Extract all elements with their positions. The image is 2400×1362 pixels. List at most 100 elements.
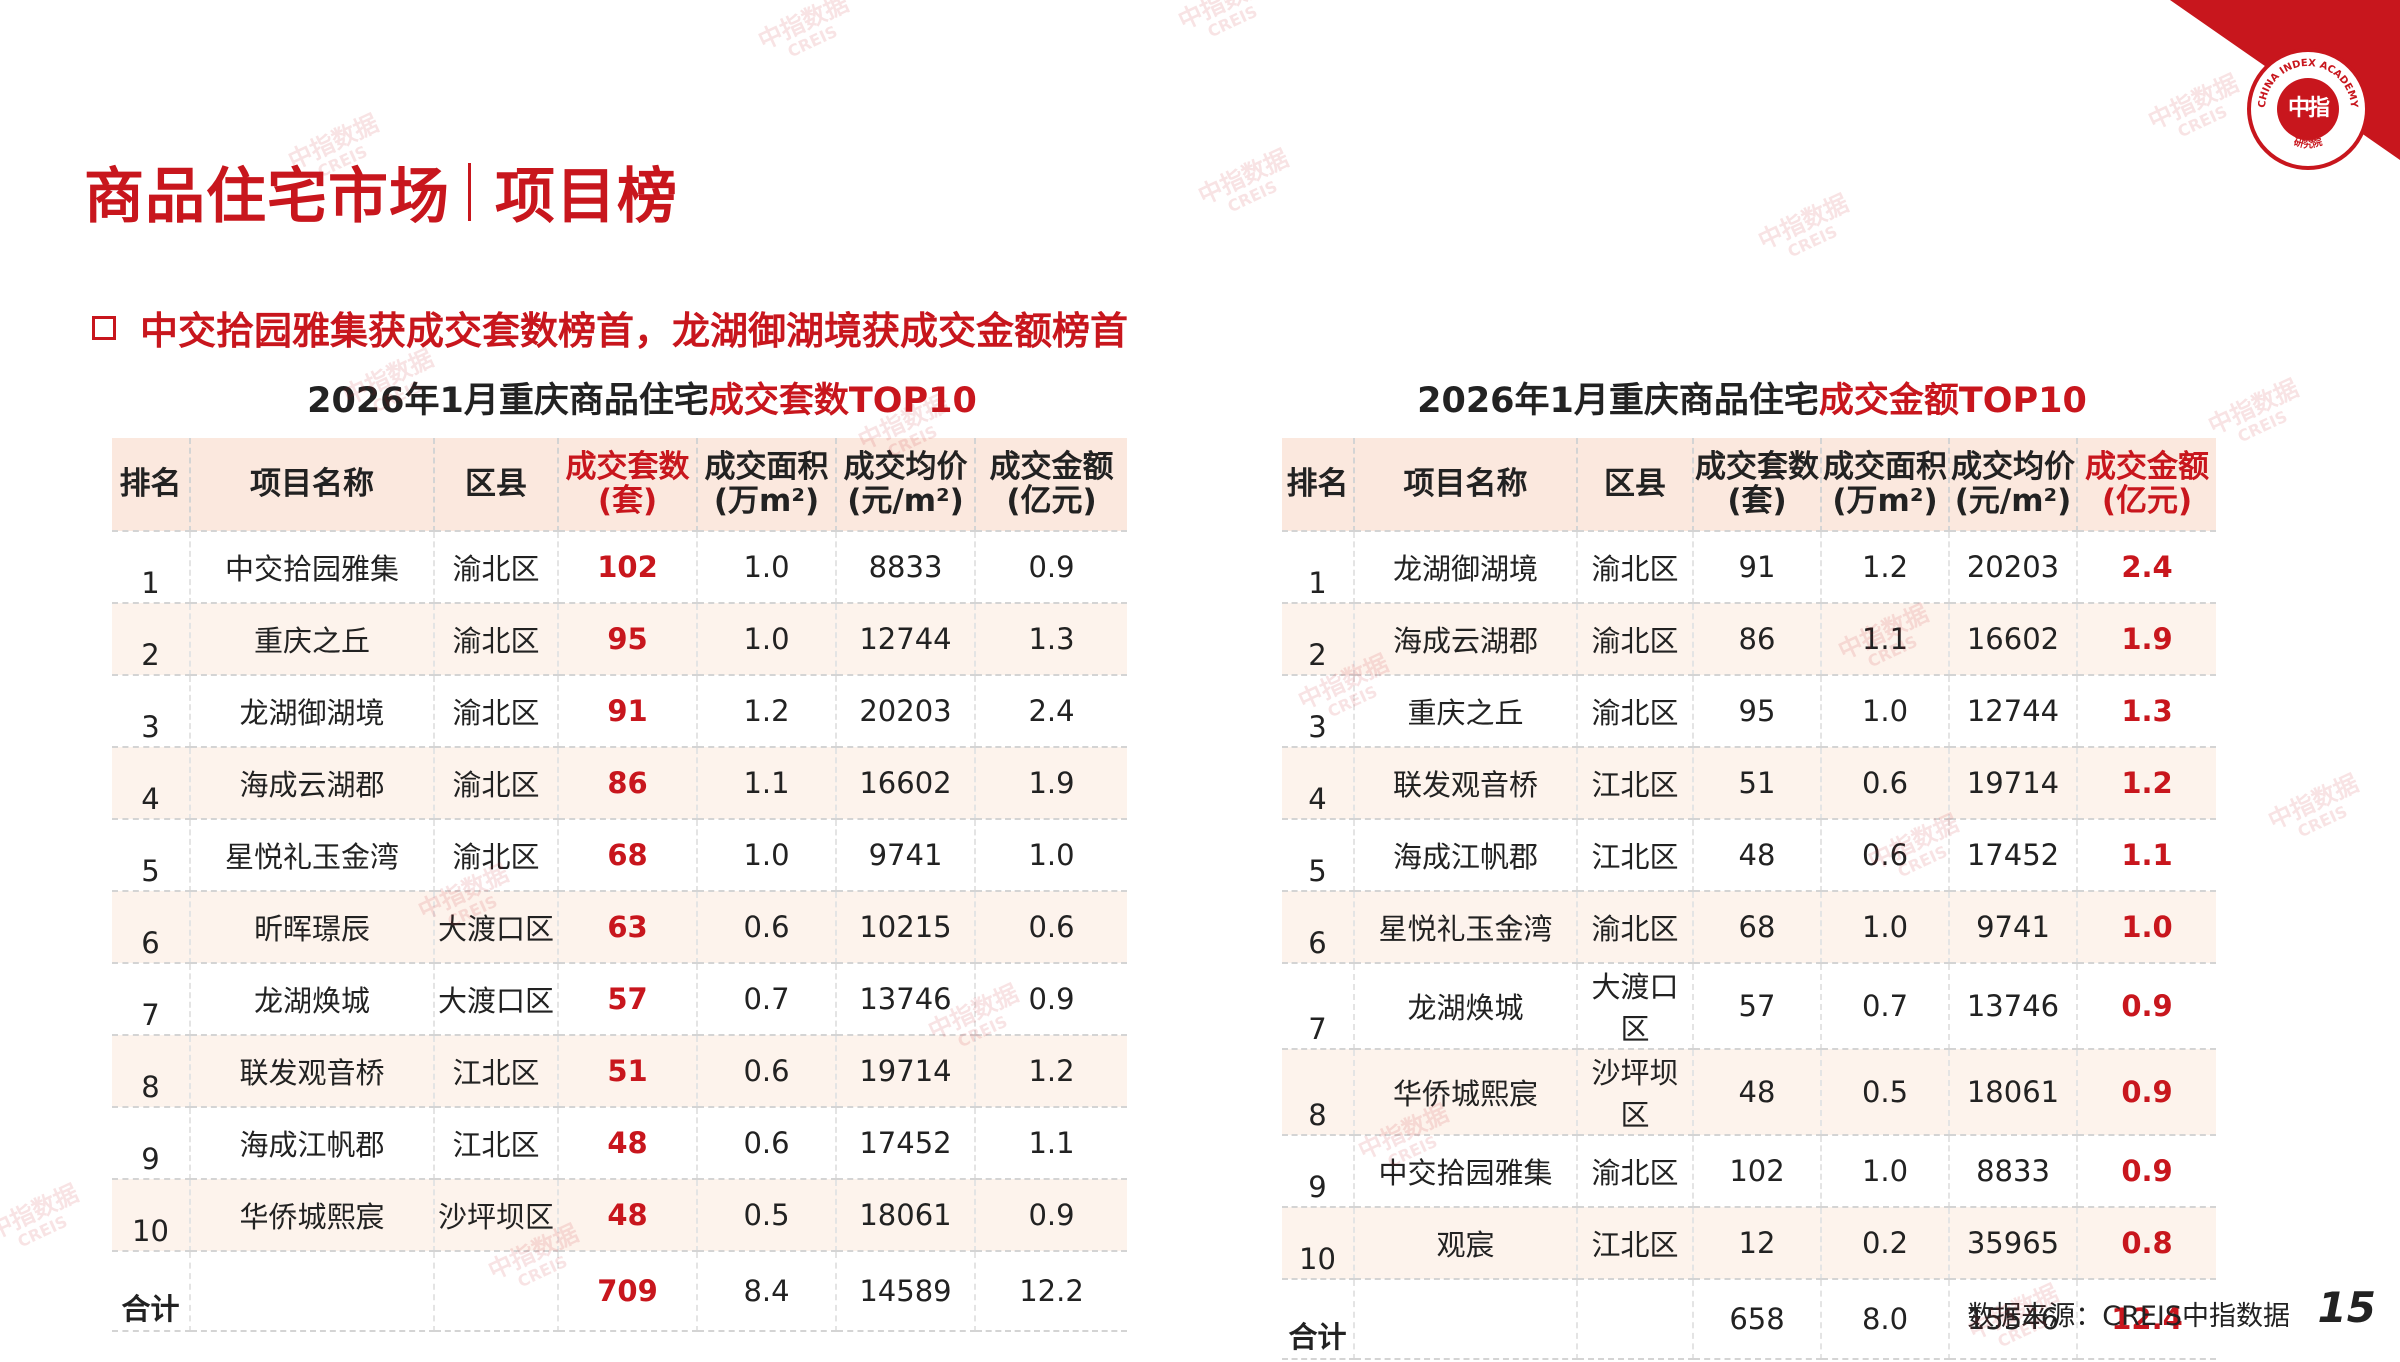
table-cell: 渝北区 <box>434 675 559 748</box>
table-cell: 20203 <box>1949 531 2078 604</box>
table-cell: 0.6 <box>697 1035 837 1108</box>
data-source: 数据来源：CREIS中指数据 <box>1967 1301 2290 1332</box>
column-header: 区县 <box>434 438 559 532</box>
table-cell: 龙湖御湖境 <box>1354 531 1578 604</box>
watermark-subtext: CREIS <box>1224 176 1281 217</box>
table-amount-top10: 排名 项目名称 区县 成交套数 (套) 成交面积 (万m²) 成交均价 (元/m²) 成交金额 (亿… <box>1282 438 2216 1360</box>
table-cell: 星悦礼玉金湾 <box>190 819 435 892</box>
table-cell: 12 <box>1693 1207 1822 1280</box>
column-header-unit: (元/m²) <box>1954 483 2072 519</box>
headline-text: 中交拾园雅集获成交套数榜首，龙湖御湖境获成交金额榜首 <box>140 309 1129 353</box>
table-cell: 沙坪坝区 <box>1577 1049 1694 1136</box>
table-cell: 19714 <box>1949 747 2078 820</box>
table-cell: 18061 <box>836 1179 976 1252</box>
table-cell: 1.3 <box>2077 675 2216 748</box>
table-cell: 18061 <box>1949 1049 2078 1136</box>
column-header-unit: (万m²) <box>1832 483 1938 519</box>
column-header-label: 排名 <box>119 466 182 502</box>
table-cell: 1.1 <box>697 747 837 820</box>
table-row: 2 重庆之丘 渝北区 95 1.0 12744 1.3 <box>112 603 1127 676</box>
table-cell: 20203 <box>836 675 976 748</box>
table-row: 7 龙湖焕城 大渡口区 57 0.7 13746 0.9 <box>1282 963 2216 1050</box>
table-cell: 渝北区 <box>434 747 559 820</box>
title-separator <box>468 162 471 221</box>
table-row: 6 昕晖璟辰 大渡口区 63 0.6 10215 0.6 <box>112 891 1127 964</box>
table-row: 8 华侨城熙宸 沙坪坝区 48 0.5 18061 0.9 <box>1282 1049 2216 1136</box>
table-cell: 8 <box>112 1035 191 1108</box>
table-cell: 0.2 <box>1821 1207 1950 1280</box>
table-cell: 0.5 <box>1821 1049 1950 1136</box>
table-cell: 102 <box>558 531 698 604</box>
table-cell <box>1577 1279 1694 1360</box>
table-cell: 48 <box>558 1179 698 1252</box>
table-row: 8 联发观音桥 江北区 51 0.6 19714 1.2 <box>112 1035 1127 1108</box>
table-row: 5 星悦礼玉金湾 渝北区 68 1.0 9741 1.0 <box>112 819 1127 892</box>
column-header: 成交套数 (套) <box>558 438 698 532</box>
table-row: 9 中交拾园雅集 渝北区 102 1.0 8833 0.9 <box>1282 1135 2216 1208</box>
table-cell: 7 <box>1282 963 1355 1050</box>
table-cell: 68 <box>558 819 698 892</box>
table-cell: 中交拾园雅集 <box>190 531 435 604</box>
table-cell: 1.0 <box>1821 891 1950 964</box>
column-header-label: 成交金额 <box>2085 449 2209 485</box>
table-cell: 6 <box>112 891 191 964</box>
table-cell: 102 <box>1693 1135 1822 1208</box>
table-cell: 48 <box>1693 819 1822 892</box>
table-cell: 0.9 <box>975 963 1127 1036</box>
table-cell: 2 <box>1282 603 1355 676</box>
table-cell: 1.2 <box>975 1035 1127 1108</box>
table-row: 6 星悦礼玉金湾 渝北区 68 1.0 9741 1.0 <box>1282 891 2216 964</box>
table-cell: 0.6 <box>697 891 837 964</box>
page-title-main: 商品住宅市场 <box>84 162 450 232</box>
column-header-label: 成交金额 <box>989 449 1114 485</box>
table-cell: 星悦礼玉金湾 <box>1354 891 1578 964</box>
table-cell: 12744 <box>1949 675 2078 748</box>
column-header: 成交面积 (万m²) <box>697 438 837 532</box>
table-cell: 龙湖焕城 <box>1354 963 1578 1050</box>
table-total-row: 合计 709 8.4 14589 12.2 <box>112 1251 1127 1332</box>
table-cell: 大渡口区 <box>1577 963 1694 1050</box>
column-header-label: 排名 <box>1286 466 1349 502</box>
table-cell: 14589 <box>836 1251 976 1332</box>
table-cell: 渝北区 <box>434 531 559 604</box>
table-row: 7 龙湖焕城 大渡口区 57 0.7 13746 0.9 <box>112 963 1127 1036</box>
table-row: 1 龙湖御湖境 渝北区 91 1.2 20203 2.4 <box>1282 531 2216 604</box>
watermark-text: 中指数据 <box>2263 769 2363 836</box>
table-cell: 1.1 <box>1821 603 1950 676</box>
table-cell: 12.2 <box>975 1251 1127 1332</box>
column-header-label: 项目名称 <box>1403 466 1528 502</box>
column-header-label: 成交面积 <box>1823 449 1947 485</box>
table-cell: 联发观音桥 <box>190 1035 435 1108</box>
column-header-unit: (亿元) <box>2101 483 2193 519</box>
table-cell: 95 <box>558 603 698 676</box>
watermark-subtext: CREIS <box>2234 406 2291 447</box>
table-cell: 1.0 <box>697 819 837 892</box>
column-header-label: 成交均价 <box>1951 449 2075 485</box>
table-cell: 0.9 <box>975 531 1127 604</box>
table-cell: 4 <box>112 747 191 820</box>
table-cell: 2 <box>112 603 191 676</box>
table-cell: 渝北区 <box>434 819 559 892</box>
table-cell: 5 <box>112 819 191 892</box>
column-header-label: 成交套数 <box>565 449 690 485</box>
table-amount-title-highlight: 成交金额TOP10 <box>1818 381 2087 421</box>
table-cell: 7 <box>112 963 191 1036</box>
table-cell: 1.2 <box>1821 531 1950 604</box>
table-cell: 沙坪坝区 <box>434 1179 559 1252</box>
table-cell: 0.6 <box>975 891 1127 964</box>
table-cell: 1.2 <box>2077 747 2216 820</box>
table-cell: 95 <box>1693 675 1822 748</box>
table-cell: 13746 <box>836 963 976 1036</box>
table-cell: 4 <box>1282 747 1355 820</box>
table-cell: 江北区 <box>1577 1207 1694 1280</box>
table-cell: 709 <box>558 1251 698 1332</box>
page-title: 商品住宅市场 项目榜 <box>84 148 678 235</box>
table-row: 9 海成江帆郡 江北区 48 0.6 17452 1.1 <box>112 1107 1127 1180</box>
table-cell: 9741 <box>1949 891 2078 964</box>
table-units-title-prefix: 2026年1月重庆商品住宅 <box>307 381 709 421</box>
table-cell: 龙湖焕城 <box>190 963 435 1036</box>
table-cell: 86 <box>1693 603 1822 676</box>
